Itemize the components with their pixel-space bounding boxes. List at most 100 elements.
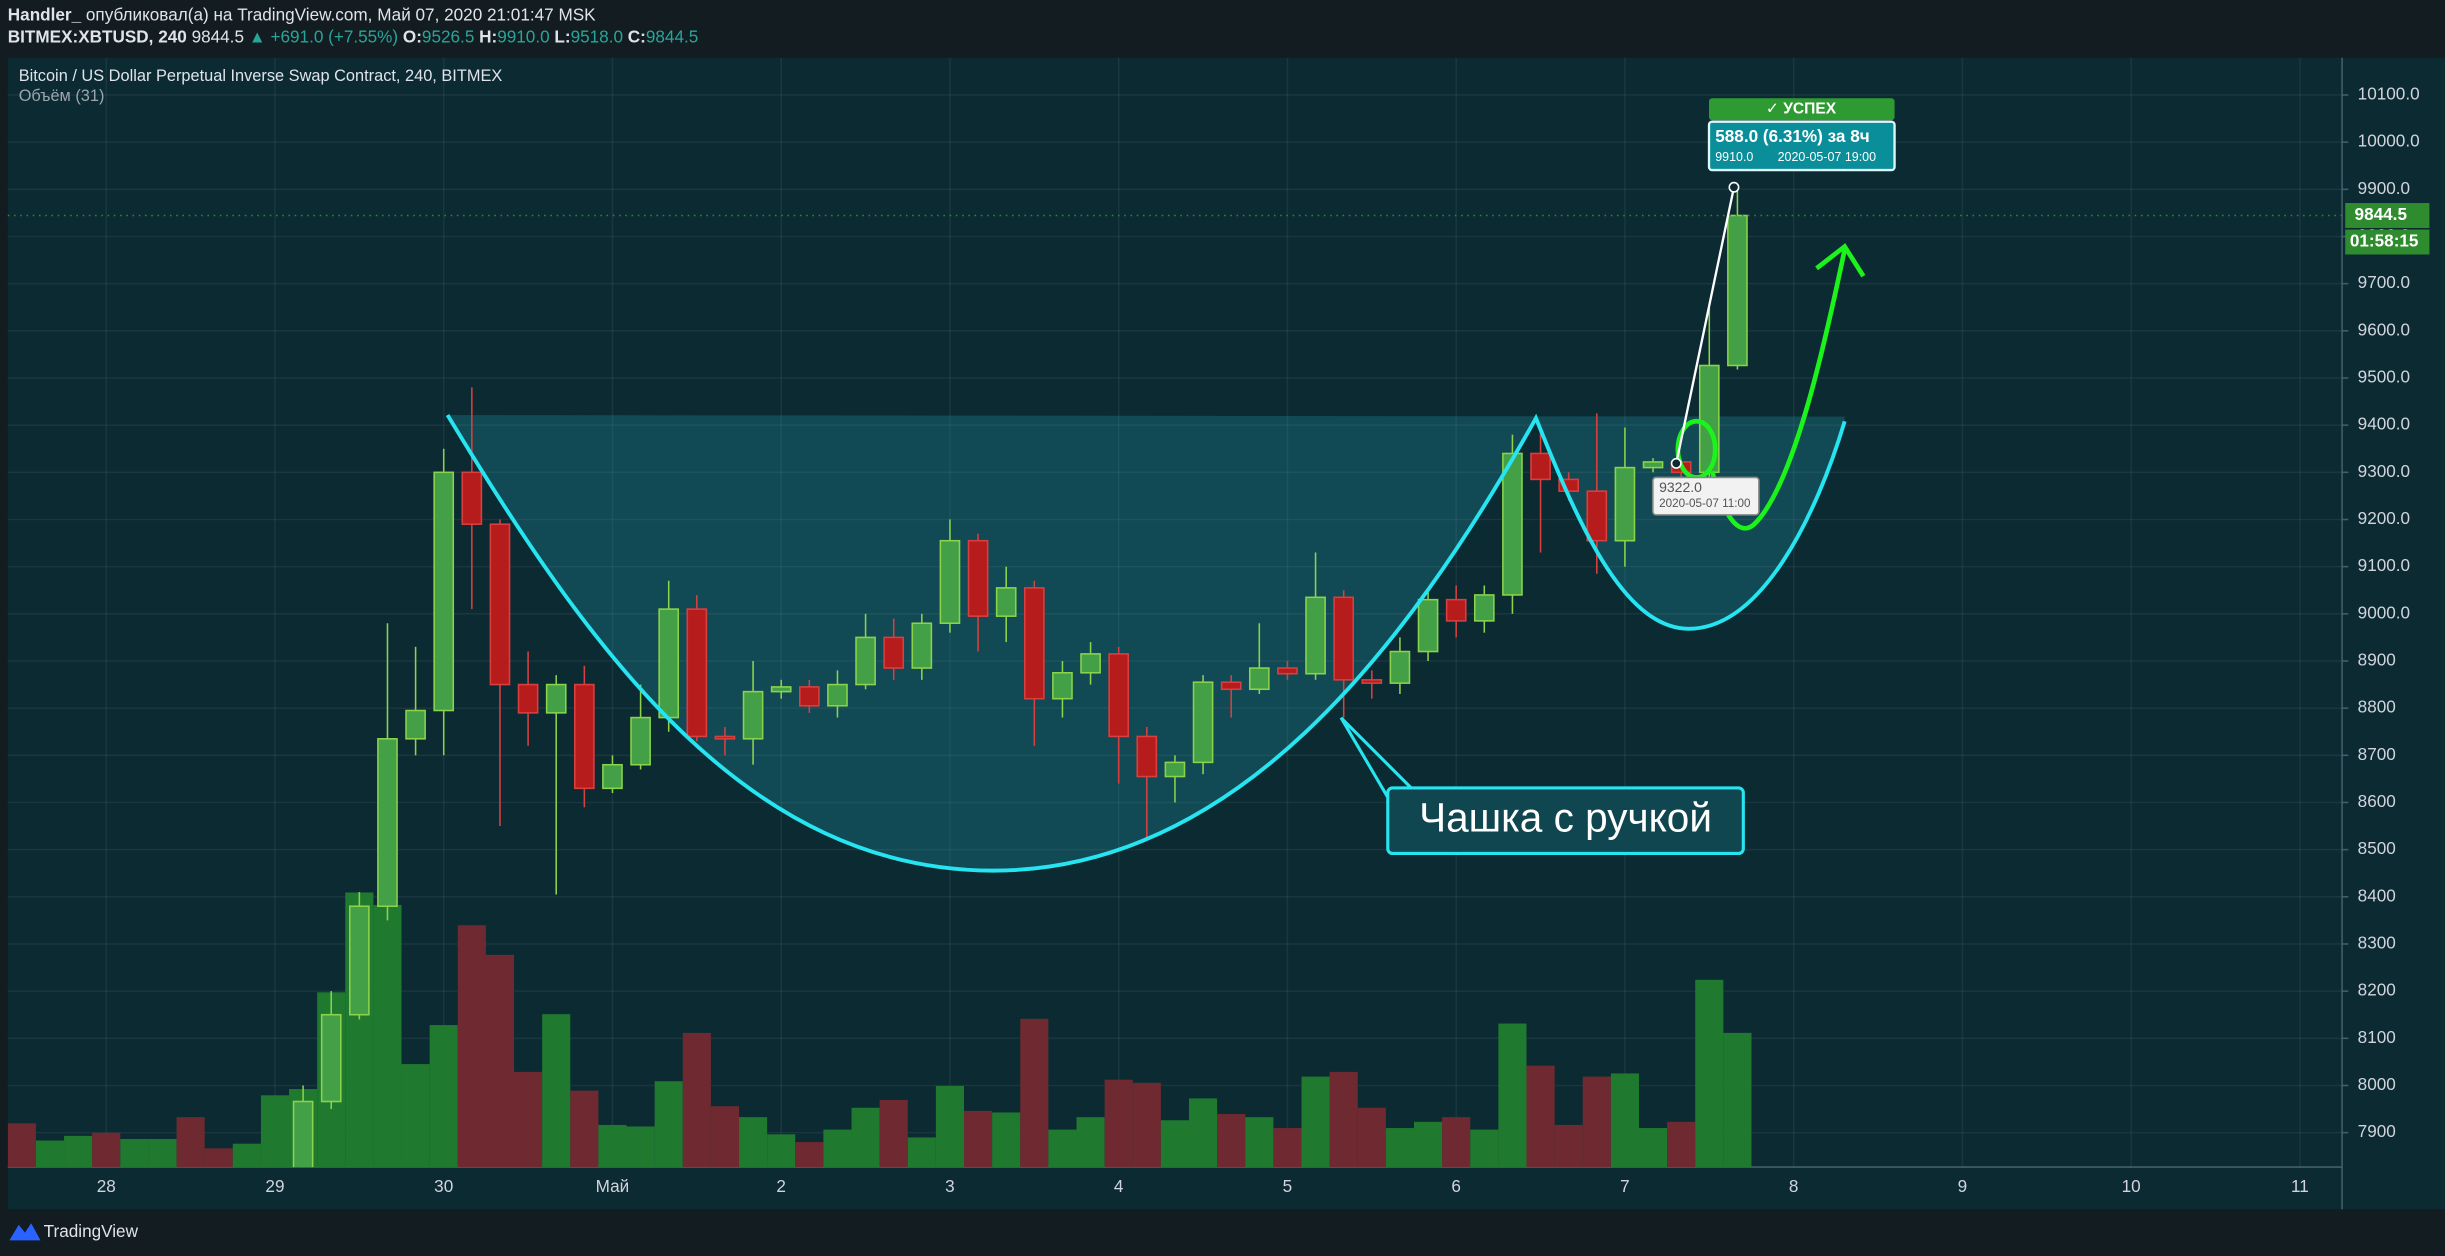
candle-body [1389,650,1411,684]
y-tick-label: 8900 [2358,650,2396,670]
candle-body [1558,478,1580,492]
volume-bar [514,1071,543,1168]
volume-bar [823,1129,852,1168]
logo [9,1223,41,1241]
header-line: Handler_ опубликовал(а) на TradingView.c… [8,4,596,24]
h-label: H: [479,26,497,46]
candle-body [320,1013,342,1103]
candle-body [658,608,680,719]
volume-bar [1442,1117,1471,1168]
volume-bar [1723,1032,1752,1168]
callout-box [1386,786,1745,856]
volume-bar [1245,1117,1274,1168]
candle-body [517,683,539,714]
y-tick-label: 8600 [2358,791,2396,811]
y-tick-label: 8100 [2358,1027,2396,1047]
x-tick-label: 30 [434,1176,453,1196]
c-label: C: [628,26,646,46]
volume-bar [992,1112,1021,1168]
arrow-head [1815,243,1866,278]
volume-bar [1048,1129,1077,1168]
x-tick-label: 10 [2122,1176,2141,1196]
candle-body [630,716,651,766]
measure-box [1707,120,1896,172]
volume-bar [204,1148,233,1168]
volume-bar [851,1107,880,1168]
measure-start [1670,457,1682,469]
volume-bar [935,1085,965,1168]
y-tick-label: 8500 [2358,838,2396,858]
volume-bar [120,1138,149,1168]
candle-body [1305,596,1326,675]
published: опубликовал(а) на TradingView.com, Май 0… [86,4,596,24]
success-badge [1709,98,1895,121]
last-price-label: 9844.5 [2355,204,2408,224]
volume-bar [682,1032,711,1168]
chart-title: Bitcoin / US Dollar Perpetual Inverse Sw… [19,67,503,85]
x-tick-label: 2 [776,1176,786,1196]
y-tick-label: 9300.0 [2358,461,2410,481]
volume-bar [64,1135,93,1168]
change: ▲ +691.0 (+7.55%) [249,26,398,46]
candle-body [1333,596,1355,681]
candle-body [1473,594,1495,622]
start-box [1652,476,1760,516]
volume-bar [1470,1129,1499,1168]
x-tick-label: 3 [945,1176,955,1196]
candle-body [405,709,426,740]
volume-bar [1610,1073,1639,1168]
measure-end [1728,181,1740,193]
candle-body [1586,490,1608,542]
volume-bar [739,1117,768,1168]
volume-bar [1554,1124,1583,1168]
y-tick-label: 8300 [2358,932,2396,952]
countdown-box [2345,229,2430,255]
y-tick-label: 8700 [2358,744,2396,764]
candle-body [1136,735,1158,778]
volume-bar [710,1106,740,1168]
x-tick-label: Май [596,1176,630,1196]
symbol: BITMEX:XBTUSD, 240 [8,26,187,46]
y-tick-label: 8400 [2358,885,2396,905]
volume-bar [401,1064,430,1168]
l: 9518.0 [571,26,623,46]
volume-bar [1273,1128,1302,1168]
candle-body [1361,679,1383,684]
volume-bar [92,1132,121,1168]
h: 9910.0 [497,26,549,46]
y-tick-label: 9500.0 [2358,367,2410,387]
start-price: 9322.0 [1659,479,1702,495]
candle-body [1052,671,1073,700]
volume-bar [1132,1082,1161,1168]
measure-line [1675,186,1736,464]
candle-body [573,683,595,790]
volume-bar [1385,1128,1414,1168]
o: 9526.5 [422,26,474,46]
candle-body [939,539,961,625]
y-tick-label: 10100.0 [2358,84,2420,104]
pattern-label: Чашка с ручкой [1419,794,1712,840]
volume-label: Объём (31) [19,87,105,105]
volume-bar [485,954,515,1168]
volume-bar [1526,1065,1555,1168]
candle-body [461,471,483,525]
volume-bar [570,1090,599,1168]
y-tick-label: 9400.0 [2358,414,2410,434]
candle-body [967,539,989,617]
countdown-label: 01:58:15 [2350,231,2419,251]
y-tick-label: 9000.0 [2358,602,2410,622]
cup-fill [447,415,1845,871]
candle-body [489,523,511,686]
symbol-line: BITMEX:XBTUSD, 240 9844.5 ▲ +691.0 (+7.5… [8,26,698,46]
volume-bar [598,1124,627,1168]
candle-body [1445,598,1467,622]
success-label: ✓ УСПЕХ [1766,100,1837,117]
candle-body [1220,681,1242,691]
volume-bar [1301,1076,1330,1168]
volume-bar [1104,1079,1133,1168]
volume-bar [1357,1107,1386,1168]
candle-body [1248,667,1270,691]
volume-bar [1329,1071,1358,1168]
volume-bar [7,1123,36,1168]
